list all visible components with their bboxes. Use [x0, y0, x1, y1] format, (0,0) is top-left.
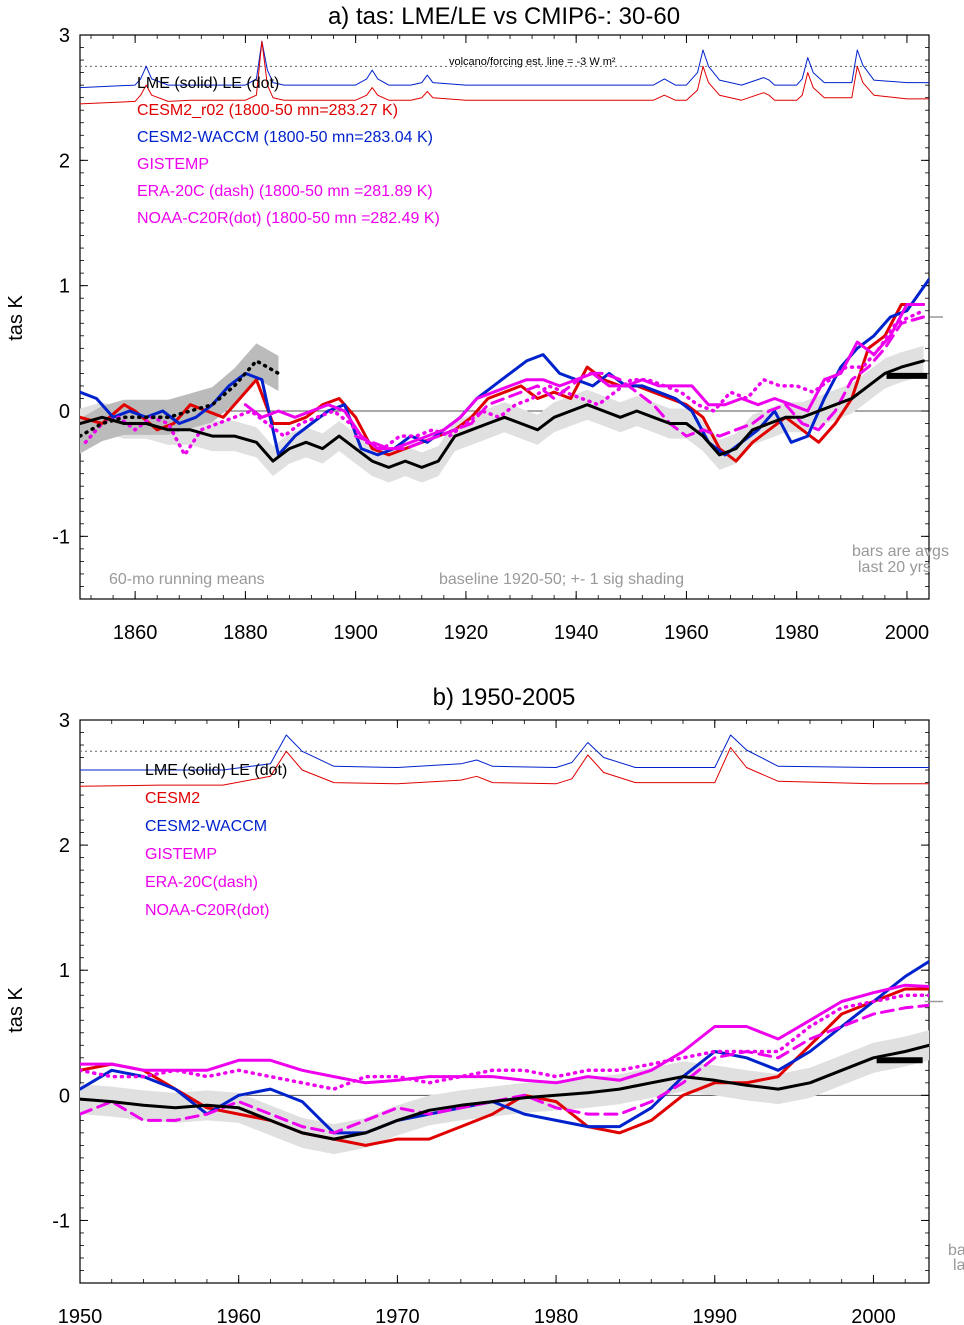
series-line-cesm2-waccm	[80, 960, 929, 1135]
series-line-cesm2-forcing	[80, 747, 929, 787]
chart-title: b) 1950-2005	[433, 684, 576, 711]
x-tick-label: 1970	[375, 1306, 420, 1325]
series-line-gistemp	[80, 983, 929, 1085]
panel-b: b) 1950-2005 tas K 3 2 1 0 -1 1950 1960 1970 1980 1…	[5, 684, 964, 1325]
x-tick-label: 1980	[774, 622, 819, 644]
data-layer	[80, 40, 929, 483]
forcing-note: volcano/forcing est. line = -3 W m²	[449, 56, 616, 68]
series-line-lme	[80, 1043, 929, 1141]
y-tick-label: 0	[59, 401, 70, 423]
legend-entry: NOAA-C20R(dot) (1800-50 mn =282.49 K)	[137, 210, 440, 227]
plot-frame	[79, 719, 930, 1284]
y-tick-label: 3	[59, 710, 70, 732]
legend-entry: GISTEMP	[145, 846, 217, 863]
legend-entry: ERA-20C (dash) (1800-50 mn =281.89 K)	[137, 183, 433, 200]
legend-entry: LME (solid) LE (dot)	[145, 762, 287, 779]
note-bars-period: last 20 yrs	[858, 559, 931, 576]
note-bars-period: la	[953, 1257, 964, 1274]
note-baseline: baseline 1920-50; +- 1 sig shading	[439, 571, 684, 588]
x-tick-label: 1920	[444, 622, 489, 644]
series-line-cesm2	[80, 987, 929, 1147]
panel-a: a) tas: LME/LE vs CMIP6-: 30-60 tas K 3 2 1 0…	[5, 3, 949, 644]
legend-entry: LME (solid) LE (dot)	[137, 75, 279, 92]
y-axis-label: tas K	[5, 295, 27, 341]
legend-entry: ERA-20C(dash)	[145, 874, 258, 891]
note-bars: bars are avgs	[852, 543, 949, 560]
x-tick-label: 1860	[113, 622, 158, 644]
lme-sigma-shading	[80, 1030, 929, 1155]
y-tick-label: -1	[52, 1210, 70, 1232]
x-tick-label: 1980	[534, 1306, 579, 1325]
x-tick-label: 2000	[885, 622, 930, 644]
series-line-le	[80, 359, 281, 438]
y-tick-label: 0	[59, 1085, 70, 1107]
y-axis-label: tas K	[5, 987, 27, 1033]
data-layer	[80, 734, 929, 1155]
series-line-cesm2-waccm-forcing	[80, 734, 929, 771]
x-tick-label: 1990	[693, 1306, 738, 1325]
chart-title: a) tas: LME/LE vs CMIP6-: 30-60	[328, 3, 680, 30]
x-tick-label: 1950	[58, 1306, 103, 1325]
y-tick-label: 2	[59, 835, 70, 857]
legend-entry: CESM2_r02 (1800-50 mn=283.27 K)	[137, 102, 398, 119]
series-line-cesm2-waccm	[80, 277, 929, 457]
series-line-cesm2-r02-forcing	[80, 40, 929, 105]
x-tick-label: 1900	[333, 622, 378, 644]
legend-entry: NOAA-C20R(dot)	[145, 902, 269, 919]
legend-entry: CESM2-WACCM	[145, 818, 267, 835]
series-line-noaa-c20r	[83, 308, 926, 457]
series-line-cesm2-waccm-forcing	[80, 40, 929, 89]
y-tick-label: 3	[59, 25, 70, 47]
x-tick-label: 2000	[851, 1306, 896, 1325]
legend-entry: CESM2	[145, 790, 200, 807]
note-bars: ba	[948, 1242, 964, 1259]
x-tick-label: 1880	[223, 622, 268, 644]
plot-frame	[79, 34, 930, 600]
series-line-noaa-c20r	[80, 993, 929, 1091]
y-tick-label: 1	[59, 276, 70, 298]
y-tick-label: 1	[59, 960, 70, 982]
series-line-era-20c	[354, 315, 925, 451]
series-line-lme	[80, 359, 925, 469]
x-tick-label: 1940	[554, 622, 599, 644]
y-tick-label: 2	[59, 150, 70, 172]
note-running-mean: 60-mo running means	[109, 571, 265, 588]
x-tick-label: 1960	[664, 622, 709, 644]
legend-entry: GISTEMP	[137, 156, 209, 173]
legend-entry: CESM2-WACCM (1800-50 mn=283.04 K)	[137, 129, 433, 146]
x-tick-label: 1960	[216, 1306, 261, 1325]
y-tick-label: -1	[52, 526, 70, 548]
